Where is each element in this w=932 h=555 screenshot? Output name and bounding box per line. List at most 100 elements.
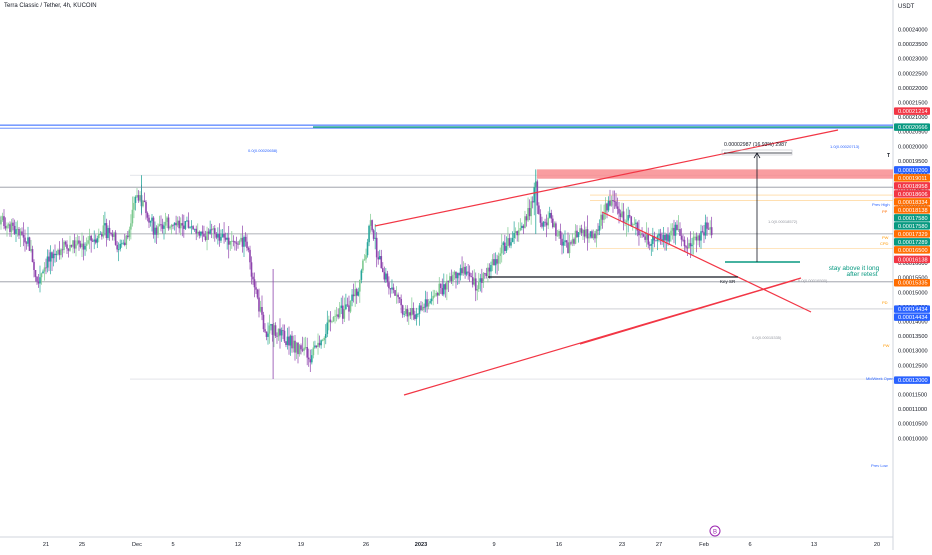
candle-body xyxy=(35,270,37,277)
candle-body xyxy=(347,304,349,305)
price-scale-tag-text: 0.00015335 xyxy=(898,281,928,287)
candle-body xyxy=(287,337,289,345)
candle-body xyxy=(561,239,563,246)
candle-body xyxy=(693,237,695,245)
candle-body xyxy=(109,228,111,233)
candle-body xyxy=(282,330,284,331)
candle-body xyxy=(566,240,568,242)
candle-body xyxy=(186,220,188,221)
candle-body xyxy=(278,329,280,337)
candle-body xyxy=(504,243,506,251)
candle-body xyxy=(563,242,565,246)
candle-body xyxy=(464,267,466,275)
candle-body xyxy=(291,336,293,349)
candle-body xyxy=(374,238,376,239)
bottom-marker-label: B xyxy=(713,530,717,536)
currency-label: USDT xyxy=(898,4,914,10)
candle-body xyxy=(532,201,534,202)
candle-body xyxy=(68,249,70,251)
candle-body xyxy=(684,240,686,246)
candle-body xyxy=(95,240,97,243)
candle-body xyxy=(632,224,634,225)
candle-body xyxy=(24,238,26,243)
candle-body xyxy=(26,242,28,243)
candle-body xyxy=(32,249,34,262)
candle-body xyxy=(575,231,577,244)
candle-body xyxy=(587,229,589,238)
candle-body xyxy=(400,299,402,305)
candle-body xyxy=(690,243,692,246)
candle-body xyxy=(21,231,23,234)
price-scale-tag-text: 0.00018958 xyxy=(898,184,928,190)
candle-body xyxy=(709,227,711,229)
candle-body xyxy=(351,295,353,301)
y-tick-label: 0.00015000 xyxy=(898,290,928,296)
candle-body xyxy=(486,273,488,276)
candle-body xyxy=(279,329,281,336)
candle-body xyxy=(89,236,91,240)
price-scale-tag-text: 0.00019011 xyxy=(898,176,927,182)
candle-body xyxy=(399,297,401,299)
price-scale-tag-text: 0.00017580 xyxy=(898,216,928,222)
candle-body xyxy=(552,219,554,228)
supply-zone-rect xyxy=(537,169,893,178)
supply-zone[interactable] xyxy=(537,169,893,178)
candle-body xyxy=(467,272,469,273)
candle-body xyxy=(78,240,80,243)
candle-body xyxy=(688,243,690,248)
candle-body xyxy=(243,237,245,247)
candle-body xyxy=(57,250,59,254)
candle-body xyxy=(696,237,698,241)
candle-body xyxy=(498,256,500,264)
candle-body xyxy=(228,238,230,245)
candle-body xyxy=(344,309,346,319)
candle-body xyxy=(189,227,191,228)
price-scale-tag-text: 0.00020666 xyxy=(898,125,928,131)
candle-body xyxy=(487,268,489,276)
candle-body xyxy=(685,246,687,247)
candle-body xyxy=(112,233,114,236)
candle-body xyxy=(438,284,440,296)
candle-body xyxy=(362,261,364,271)
bottom-marker[interactable]: B xyxy=(710,526,720,536)
candle-body xyxy=(297,343,299,354)
candle-body xyxy=(426,299,428,306)
candle-body xyxy=(60,249,62,255)
candle-body xyxy=(126,236,128,245)
candle-body xyxy=(177,221,179,226)
candle-body xyxy=(165,222,167,226)
candle-body xyxy=(524,216,526,228)
candle-body xyxy=(506,246,508,251)
candle-body xyxy=(264,329,266,331)
candle-body xyxy=(136,195,138,197)
candle-body xyxy=(290,336,292,346)
candle-body xyxy=(41,273,43,277)
fib-bottom-label: 0.0(0.00015335) xyxy=(752,335,782,340)
candle-body xyxy=(17,229,19,230)
candle-body xyxy=(305,347,307,348)
candle-body xyxy=(299,345,301,354)
candle-body xyxy=(328,320,330,323)
candle-body xyxy=(555,223,557,235)
candle-body xyxy=(144,201,146,202)
y-tick-label: 0.00023000 xyxy=(898,57,928,63)
candle-body xyxy=(245,237,247,242)
candle-body xyxy=(403,314,405,315)
candle-body xyxy=(402,305,404,314)
candle-body xyxy=(103,225,105,236)
candle-body xyxy=(687,248,689,249)
candle-body xyxy=(408,312,410,316)
candle-body xyxy=(285,341,287,345)
candle-body xyxy=(306,347,308,358)
candle-body xyxy=(496,259,498,263)
x-tick-label: 13 xyxy=(811,542,817,548)
candle-body xyxy=(2,216,4,220)
candle-body xyxy=(377,257,379,259)
candle-body xyxy=(431,299,433,302)
candle-body xyxy=(169,227,171,228)
candle-body xyxy=(370,220,372,226)
candle-body xyxy=(331,321,333,322)
